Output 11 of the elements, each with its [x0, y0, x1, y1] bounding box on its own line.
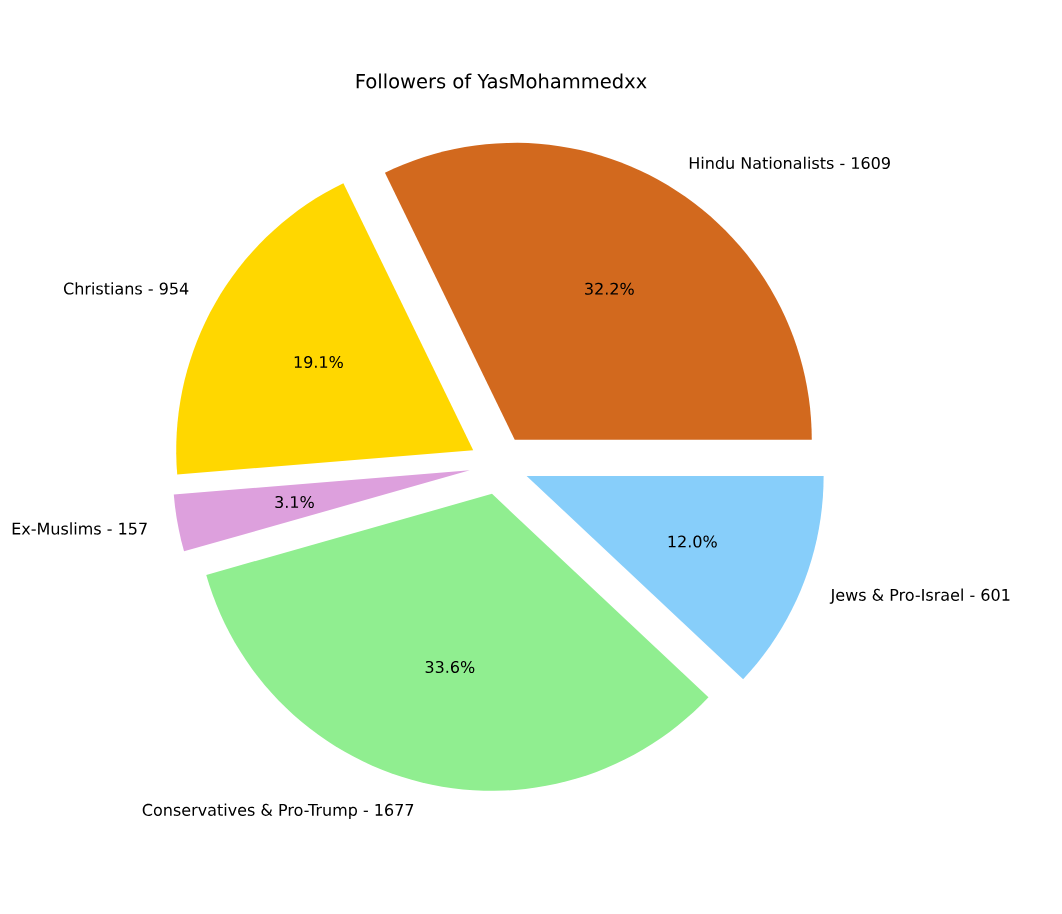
data-label: 12.0%: [668, 535, 717, 548]
data-label: 3.1%: [275, 495, 314, 509]
slice-label: Ex-Muslims - 157: [12, 522, 147, 535]
slice-label: Christians - 954: [63, 282, 189, 295]
data-label: 32.2%: [585, 282, 634, 295]
data-label: 33.6%: [425, 660, 475, 674]
data-label: 19.1%: [294, 355, 343, 369]
chart-title: Followers of YasMohammedxx: [356, 73, 647, 89]
slice-label: Hindu Nationalists - 1609: [689, 156, 890, 170]
slice-label: Conservatives & Pro-Trump - 1677: [142, 803, 414, 820]
slice-label: Jews & Pro-Israel - 601: [829, 588, 1010, 604]
